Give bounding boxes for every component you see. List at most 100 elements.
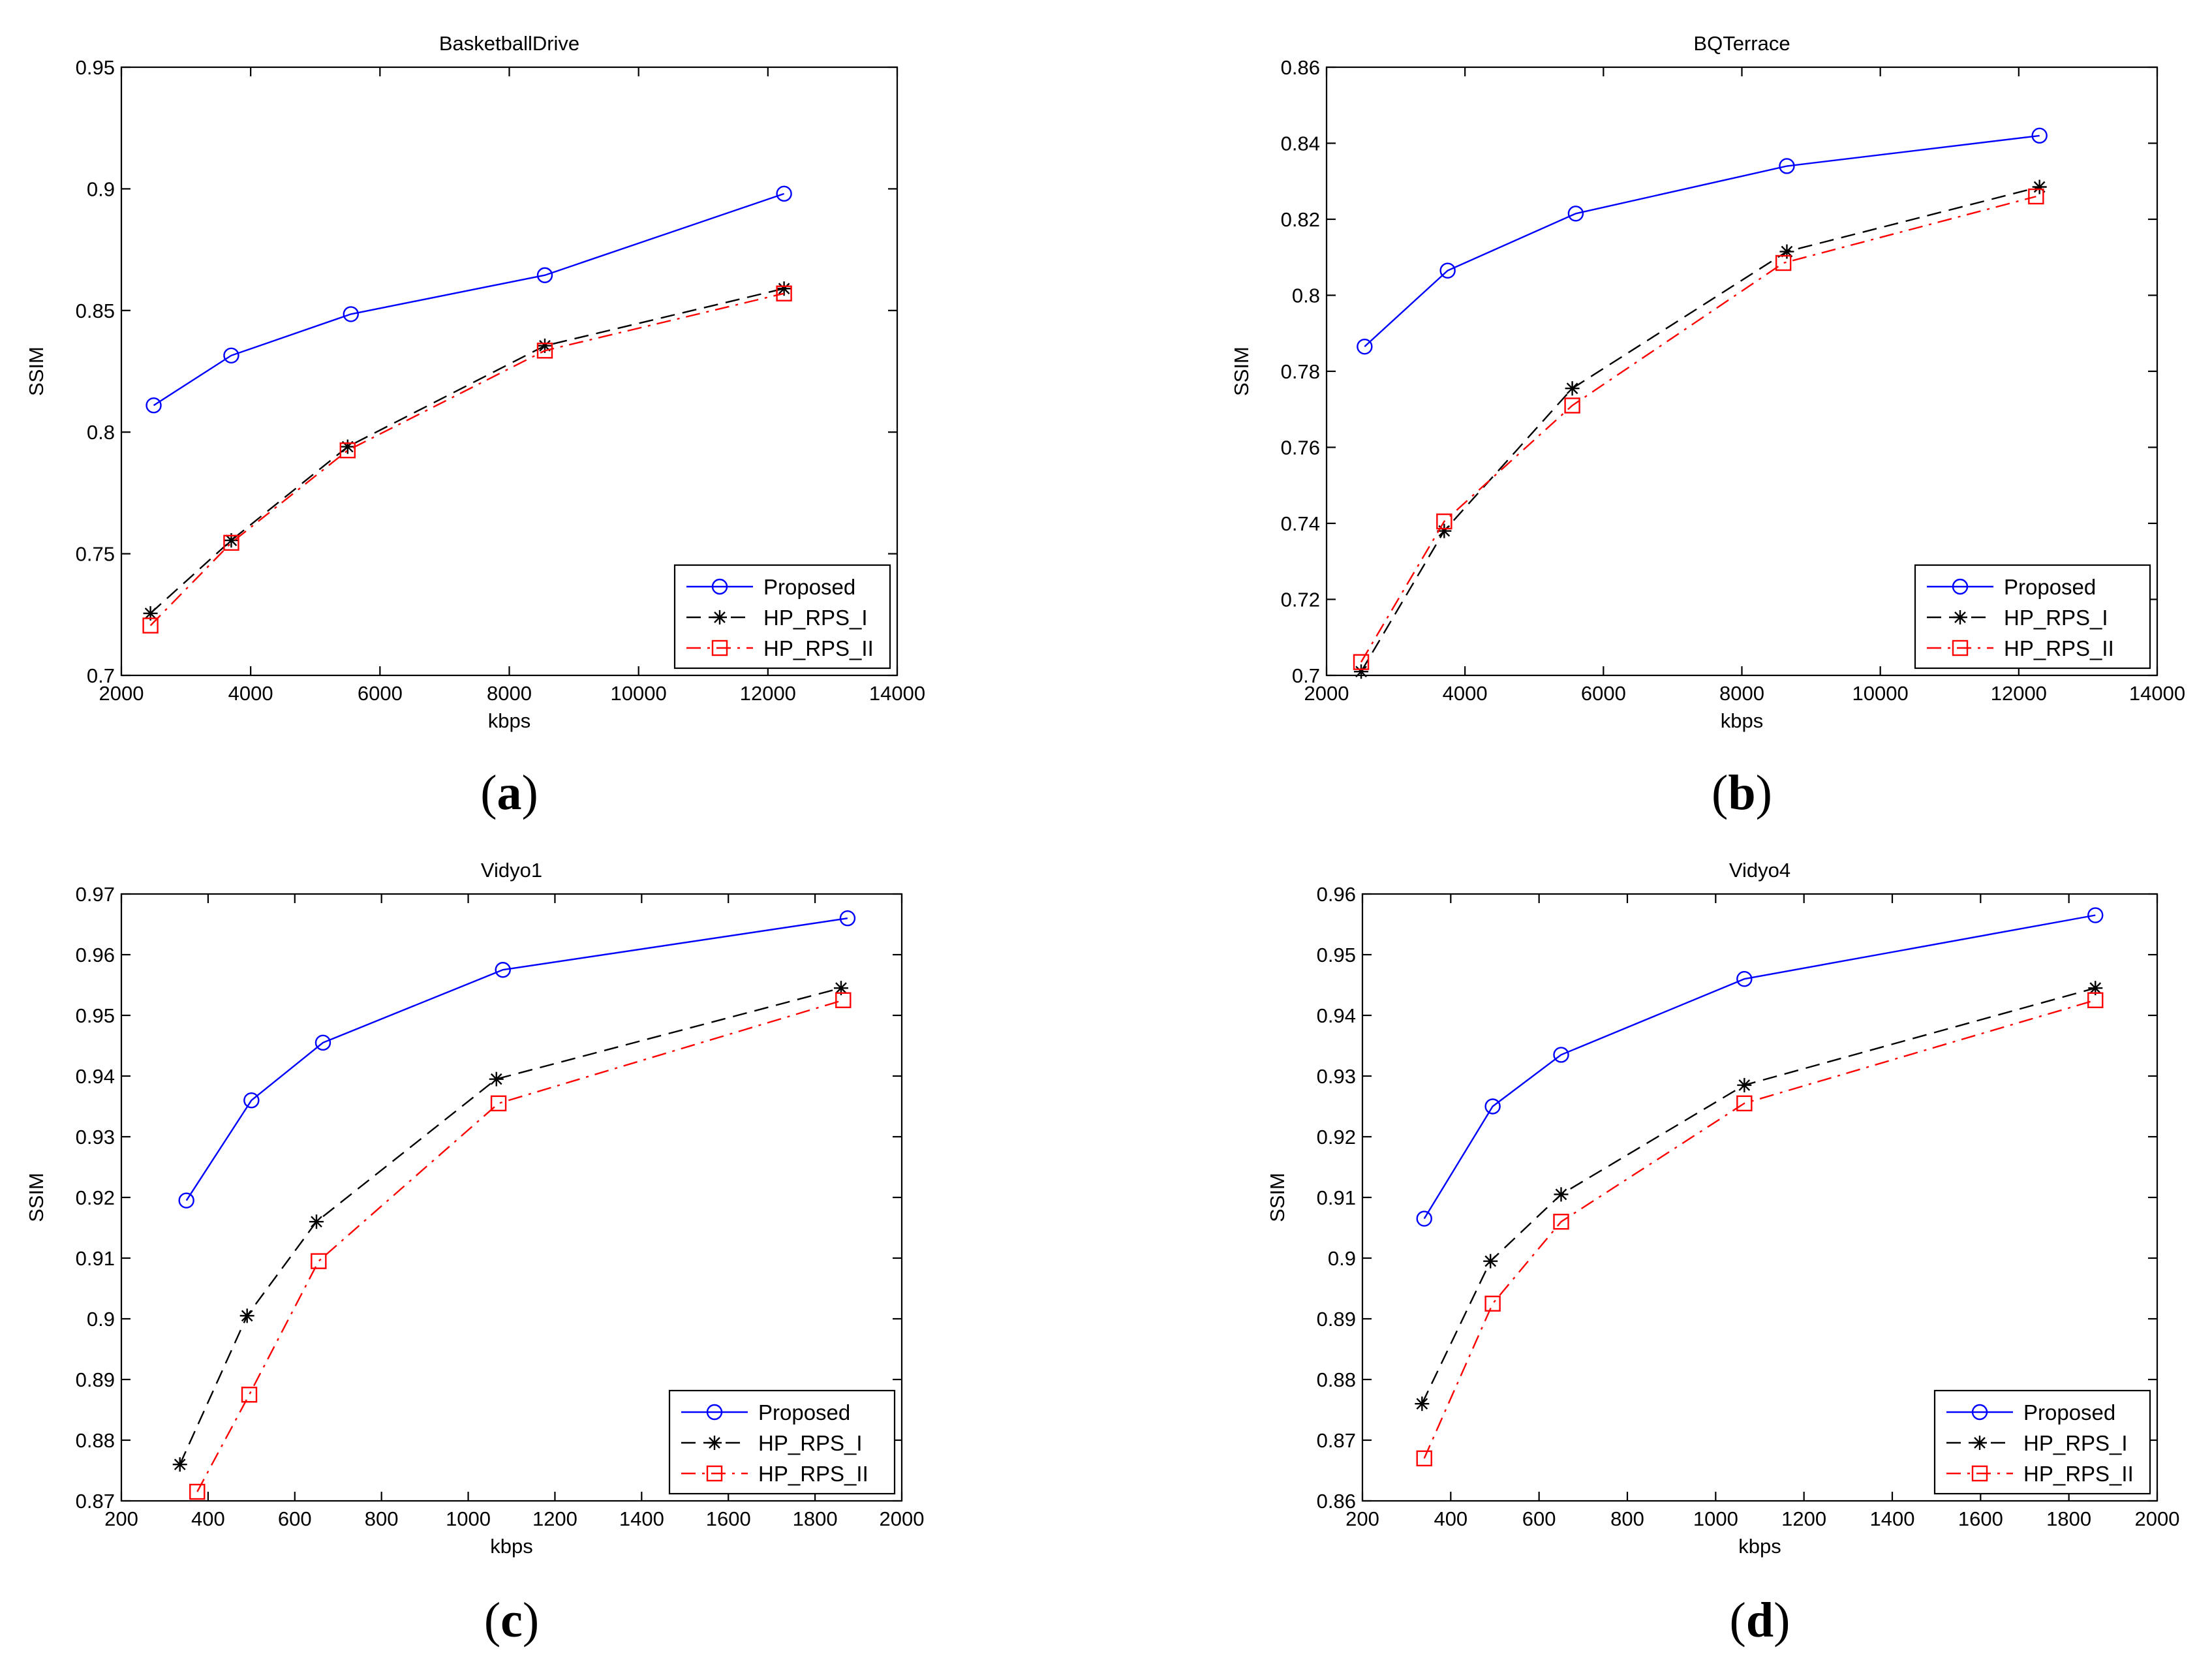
x-tick-label: 1400: [1870, 1507, 1915, 1530]
subfigure-paren-open: (: [1730, 1593, 1746, 1648]
y-tick-label: 0.91: [76, 1247, 115, 1270]
y-tick-label: 0.84: [1281, 132, 1320, 155]
x-tick-label: 6000: [1581, 682, 1626, 705]
x-tick-label: 10000: [1852, 682, 1909, 705]
legend: Proposed HP_RPS_I HP_RPS_II: [675, 565, 890, 668]
x-tick-label: 12000: [1991, 682, 2047, 705]
x-tick-label: 600: [1522, 1507, 1556, 1530]
figure: 2000 4000 6000 8000 10000 12000 140000.70.750.…: [0, 0, 2212, 1664]
x-tick-label: 1600: [706, 1507, 751, 1530]
data-point: [1776, 256, 1790, 270]
subfigure-letter: a: [497, 765, 522, 820]
x-tick-label: 400: [1434, 1507, 1467, 1530]
series-line: [1424, 916, 2096, 1219]
subfigure-letter: b: [1728, 765, 1755, 820]
x-tick-label: 1600: [1958, 1507, 2003, 1530]
data-point: [1486, 1297, 1500, 1311]
x-tick-label: 2000: [880, 1507, 925, 1530]
subfigure-paren-close: ): [1774, 1593, 1790, 1648]
y-tick-label: 0.92: [76, 1186, 115, 1209]
x-tick-label: 1200: [1781, 1507, 1826, 1530]
legend-marker: [707, 1436, 722, 1450]
y-tick-label: 0.95: [76, 56, 115, 79]
y-tick-label: 0.93: [76, 1126, 115, 1148]
x-tick-label: 1800: [793, 1507, 838, 1530]
series-line: [187, 918, 848, 1201]
legend-label: HP_RPS_I: [763, 606, 868, 630]
x-tick-label: 600: [278, 1507, 312, 1530]
y-tick-label: 0.76: [1281, 437, 1320, 459]
y-tick-label: 0.88: [1317, 1368, 1356, 1391]
y-tick-label: 0.96: [76, 944, 115, 966]
y-tick-label: 0.78: [1281, 360, 1320, 383]
x-axis-label: kbps: [1738, 1535, 1781, 1558]
x-tick-label: 8000: [1719, 682, 1764, 705]
x-tick-label: 12000: [740, 682, 796, 705]
x-tick-label: 4000: [228, 682, 273, 705]
data-point: [1554, 1187, 1569, 1201]
legend: Proposed HP_RPS_I HP_RPS_II: [669, 1391, 895, 1494]
subfigure-paren-close: ): [522, 765, 538, 820]
y-tick-label: 0.86: [1281, 56, 1320, 79]
legend-marker: [1973, 1436, 1987, 1450]
data-point: [242, 1387, 256, 1402]
y-tick-label: 0.86: [1317, 1490, 1356, 1513]
legend-label: Proposed: [2023, 1400, 2115, 1425]
legend-label: Proposed: [763, 575, 855, 599]
chart-title: BasketballDrive: [439, 32, 579, 55]
y-tick-label: 0.82: [1281, 208, 1320, 231]
x-tick-label: 10000: [611, 682, 667, 705]
y-tick-label: 0.89: [1317, 1308, 1356, 1331]
series-line: [1364, 136, 2039, 347]
data-point: [240, 1308, 254, 1323]
legend-marker: [713, 610, 727, 624]
legend: Proposed HP_RPS_I HP_RPS_II: [1935, 1391, 2150, 1494]
legend: Proposed HP_RPS_I HP_RPS_II: [1915, 565, 2150, 668]
legend-label: HP_RPS_II: [758, 1462, 868, 1486]
legend-label: HP_RPS_II: [763, 636, 874, 660]
x-tick-label: 6000: [358, 682, 403, 705]
y-tick-label: 0.93: [1317, 1065, 1356, 1088]
y-tick-label: 0.91: [1317, 1186, 1356, 1209]
panels: 2000 4000 6000 8000 10000 12000 14000 0.7 0.75 0.…: [25, 32, 2185, 1648]
y-tick-label: 0.7: [87, 664, 115, 687]
data-point: [173, 1457, 187, 1471]
data-point: [1737, 1078, 1751, 1092]
subfigure-paren-open: (: [480, 765, 497, 820]
y-tick-label: 0.87: [76, 1490, 115, 1513]
data-point: [309, 1214, 324, 1229]
subfigure-letter: d: [1746, 1593, 1774, 1648]
series-proposed: [1357, 129, 2046, 354]
subfigure-letter: c: [500, 1593, 523, 1648]
data-point: [1417, 1212, 1432, 1226]
y-tick-label: 0.8: [1292, 285, 1320, 307]
x-tick-label: 800: [1610, 1507, 1644, 1530]
y-tick-label: 0.95: [76, 1004, 115, 1027]
data-point: [1354, 664, 1368, 679]
chart-panel: 2000 4000 6000 8000 10000 12000 140000.70.750.…: [25, 32, 925, 820]
data-point: [777, 187, 791, 201]
series-line: [1422, 988, 2095, 1404]
data-point: [190, 1485, 204, 1499]
x-tick-label: 14000: [869, 682, 925, 705]
y-tick-label: 0.96: [1317, 883, 1356, 906]
chart-panel: 200 400 600 800 1000 1200 1400 1600 1800 2000 0.87…: [25, 859, 924, 1648]
x-tick-label: 1000: [1693, 1507, 1738, 1530]
y-axis-label: SSIM: [1230, 347, 1253, 396]
legend-label: HP_RPS_II: [2023, 1462, 2134, 1486]
y-tick-label: 0.72: [1281, 589, 1320, 611]
subfigure-paren-open: (: [484, 1593, 500, 1648]
legend-label: HP_RPS_I: [758, 1431, 863, 1455]
x-tick-label: 1200: [532, 1507, 577, 1530]
chart-panel: 200 400 600 800 1000 1200 1400 1600 1800 20000.86…: [1266, 859, 2179, 1648]
legend-label: HP_RPS_I: [2023, 1431, 2128, 1455]
legend-label: HP_RPS_I: [2004, 606, 2108, 630]
x-tick-label: 400: [191, 1507, 225, 1530]
series-proposed: [147, 187, 791, 412]
data-point: [1779, 245, 1794, 259]
y-axis-label: SSIM: [25, 1173, 48, 1222]
y-tick-label: 0.9: [87, 177, 115, 200]
y-tick-label: 0.88: [76, 1429, 115, 1452]
chart-title: Vidyo1: [481, 859, 542, 882]
x-tick-label: 1400: [619, 1507, 664, 1530]
